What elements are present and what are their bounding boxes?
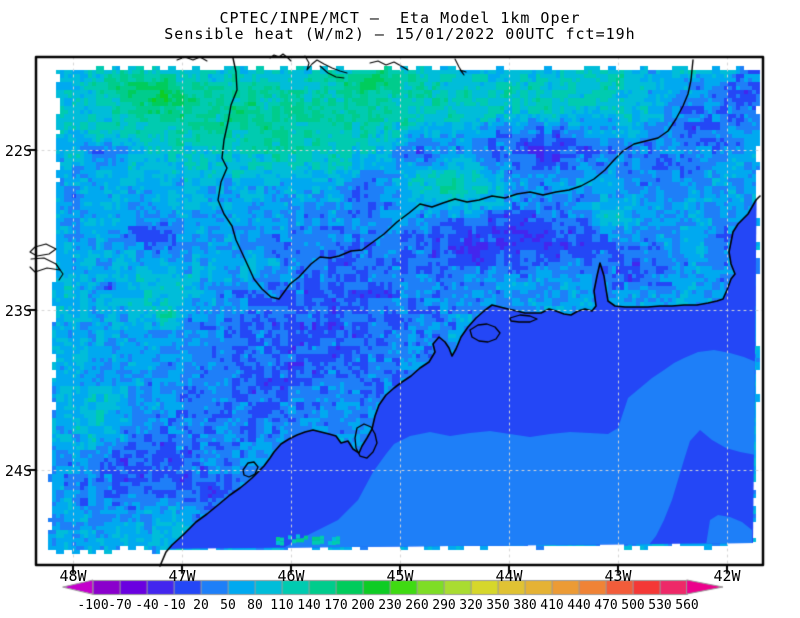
- colorbar-tick-label: -10: [162, 598, 186, 613]
- colorbar-tick-label: 110: [270, 598, 294, 613]
- colorbar-tick-label: 440: [567, 598, 591, 613]
- colorbar-tick-label: -40: [135, 598, 159, 613]
- colorbar-tick-label: 170: [324, 598, 348, 613]
- x-tick-label: 43W: [604, 567, 632, 585]
- colorbar-tick-label: 500: [621, 598, 645, 613]
- colorbar-tick-label: 80: [247, 598, 263, 613]
- colorbar-tick-label: 530: [648, 598, 672, 613]
- colorbar-tick-label: -70: [108, 598, 132, 613]
- colorbar-tick-label: 560: [675, 598, 699, 613]
- x-tick-label: 45W: [386, 567, 414, 585]
- colorbar-tick-label: 470: [594, 598, 618, 613]
- y-tick-label: 24S: [4, 462, 32, 480]
- page-subtitle: Sensible heat (W/m2) — 15/01/2022 00UTC …: [164, 25, 636, 43]
- colorbar-tick-label: -100: [77, 598, 109, 613]
- colorbar-tick-label: 320: [459, 598, 483, 613]
- colorbar-tick-label: 260: [405, 598, 429, 613]
- colorbar-tick-label: 20: [193, 598, 209, 613]
- colorbar-tick-label: 140: [297, 598, 321, 613]
- x-tick-label: 47W: [168, 567, 196, 585]
- x-tick-label: 44W: [495, 567, 523, 585]
- colorbar-tick-label: 380: [513, 598, 537, 613]
- colorbar-tick-label: 50: [220, 598, 236, 613]
- y-tick-label: 22S: [4, 142, 32, 160]
- x-tick-label: 46W: [277, 567, 305, 585]
- x-tick-label: 48W: [59, 567, 87, 585]
- page-title: CPTEC/INPE/MCT — Eta Model 1km Oper: [219, 9, 581, 27]
- x-tick-label: 42W: [713, 567, 741, 585]
- colorbar-tick-label: 290: [432, 598, 456, 613]
- y-tick-label: 23S: [4, 302, 32, 320]
- colorbar-tick-label: 230: [378, 598, 402, 613]
- colorbar-tick-label: 350: [486, 598, 510, 613]
- colorbar-tick-label: 410: [540, 598, 564, 613]
- colorbar-tick-label: 200: [351, 598, 375, 613]
